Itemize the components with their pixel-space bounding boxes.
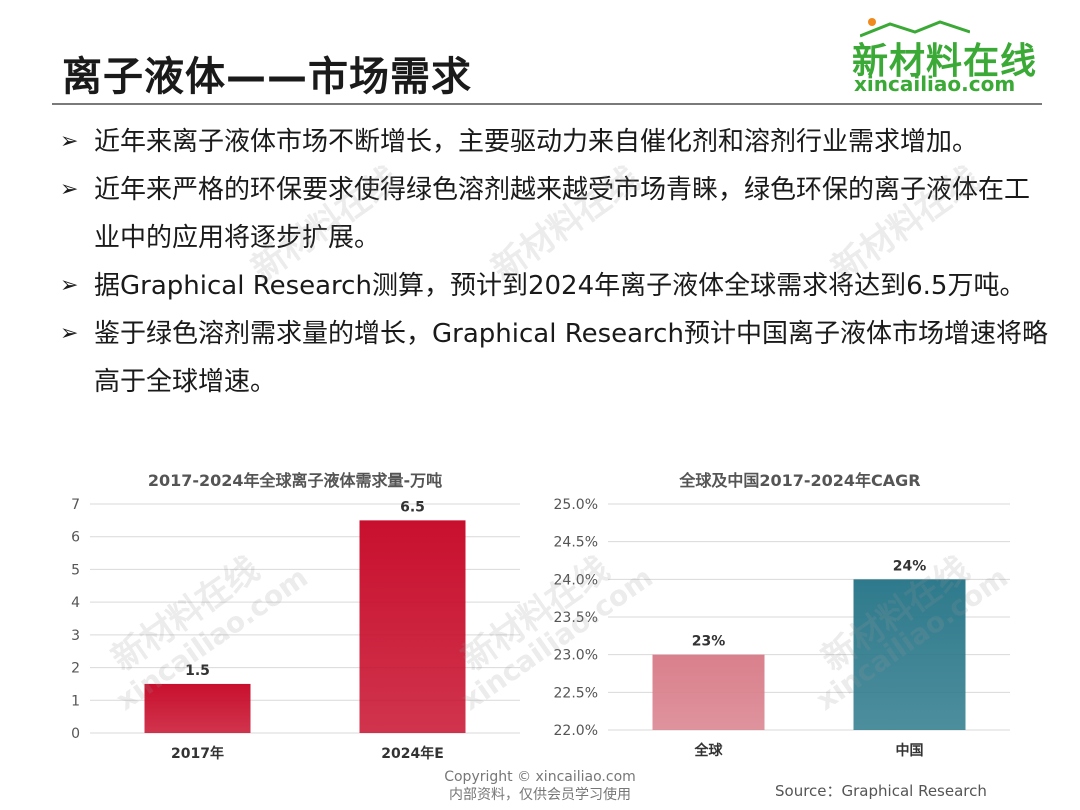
arrow-bullet-icon: ➢ (60, 129, 79, 154)
arrow-bullet-icon: ➢ (60, 321, 79, 346)
page-title: 离子液体——市场需求 (62, 54, 472, 100)
logo-text-en: xincailiao.com (854, 72, 1016, 96)
arrow-bullet-icon: ➢ (60, 273, 79, 298)
x-category-label: 2017年 (171, 745, 224, 762)
data-label: 6.5 (400, 499, 425, 515)
y-tick-label: 5 (71, 562, 80, 578)
brand-logo: 新材料在线 xincailiao.com (852, 18, 1042, 98)
logo-text-cn: 新材料在线 (852, 41, 1038, 82)
y-tick-label: 4 (71, 595, 80, 611)
bullet-text: 近年来离子液体市场不断增长，主要驱动力来自催化剂和溶剂行业需求增加。 (94, 127, 979, 157)
y-tick-label: 6 (71, 530, 80, 546)
bullet-item: ➢ 据Graphical Research测算，预计到2024年离子液体全球需求… (60, 262, 1050, 310)
y-tick-label: 23.5% (554, 610, 598, 626)
bullet-item: ➢ 近年来严格的环保要求使得绿色溶剂越来越受市场青睐，绿色环保的离子液体在工业中… (60, 166, 1050, 262)
bullet-text: 据Graphical Research测算，预计到2024年离子液体全球需求将达… (94, 271, 1026, 301)
y-tick-label: 1 (71, 693, 80, 709)
copyright-text: Copyright © xincailiao.com (444, 769, 636, 785)
source-text: Source：Graphical Research (775, 782, 987, 800)
x-category-label: 2024年E (381, 745, 444, 762)
footer-copyright-block: Copyright © xincailiao.com 内部资料，仅供会员学习使用 (440, 768, 640, 804)
x-category-label: 中国 (896, 742, 924, 759)
bar-2 (853, 579, 966, 730)
chart-title-demand: 2017-2024年全球离子液体需求量-万吨 (147, 471, 443, 490)
bar-2 (359, 520, 466, 733)
chart-demand: 0 1 2 3 4 5 6 7 1.5 2017年 6.5 2024年E (71, 497, 520, 762)
data-label: 24% (893, 558, 927, 574)
roof-icon (860, 18, 970, 38)
bar-1 (652, 654, 765, 730)
bullet-item: ➢ 近年来离子液体市场不断增长，主要驱动力来自催化剂和溶剂行业需求增加。 (60, 118, 1050, 166)
data-label: 1.5 (185, 663, 210, 679)
data-label: 23% (692, 634, 726, 650)
bullet-text: 近年来严格的环保要求使得绿色溶剂越来越受市场青睐，绿色环保的离子液体在工业中的应… (94, 175, 1031, 253)
y-tick-label: 24.0% (554, 572, 598, 588)
y-tick-label: 22.5% (554, 685, 598, 701)
bar-1 (144, 683, 251, 733)
chart-cagr: 22.0% 22.5% 23.0% 23.5% 24.0% 24.5% 25.0% 23% 全球… (554, 497, 1010, 759)
y-tick-label: 3 (71, 628, 80, 644)
header-divider (52, 103, 1042, 105)
y-tick-label: 25.0% (554, 497, 598, 513)
y-tick-label: 7 (71, 497, 80, 513)
chart-title-cagr: 全球及中国2017-2024年CAGR (679, 471, 921, 490)
y-tick-label: 24.5% (554, 535, 598, 551)
arrow-bullet-icon: ➢ (60, 177, 79, 202)
bullet-item: ➢ 鉴于绿色溶剂需求量的增长，Graphical Research预计中国离子液… (60, 310, 1050, 406)
x-category-label: 全球 (694, 742, 724, 759)
y-tick-label: 2 (71, 661, 80, 677)
y-tick-label: 23.0% (554, 648, 598, 664)
notice-text: 内部资料，仅供会员学习使用 (449, 787, 631, 803)
y-tick-label: 0 (71, 726, 80, 742)
bullet-list: ➢ 近年来离子液体市场不断增长，主要驱动力来自催化剂和溶剂行业需求增加。 ➢ 近… (60, 118, 1050, 406)
bullet-text: 鉴于绿色溶剂需求量的增长，Graphical Research预计中国离子液体市… (94, 319, 1048, 397)
y-tick-label: 22.0% (554, 723, 598, 739)
